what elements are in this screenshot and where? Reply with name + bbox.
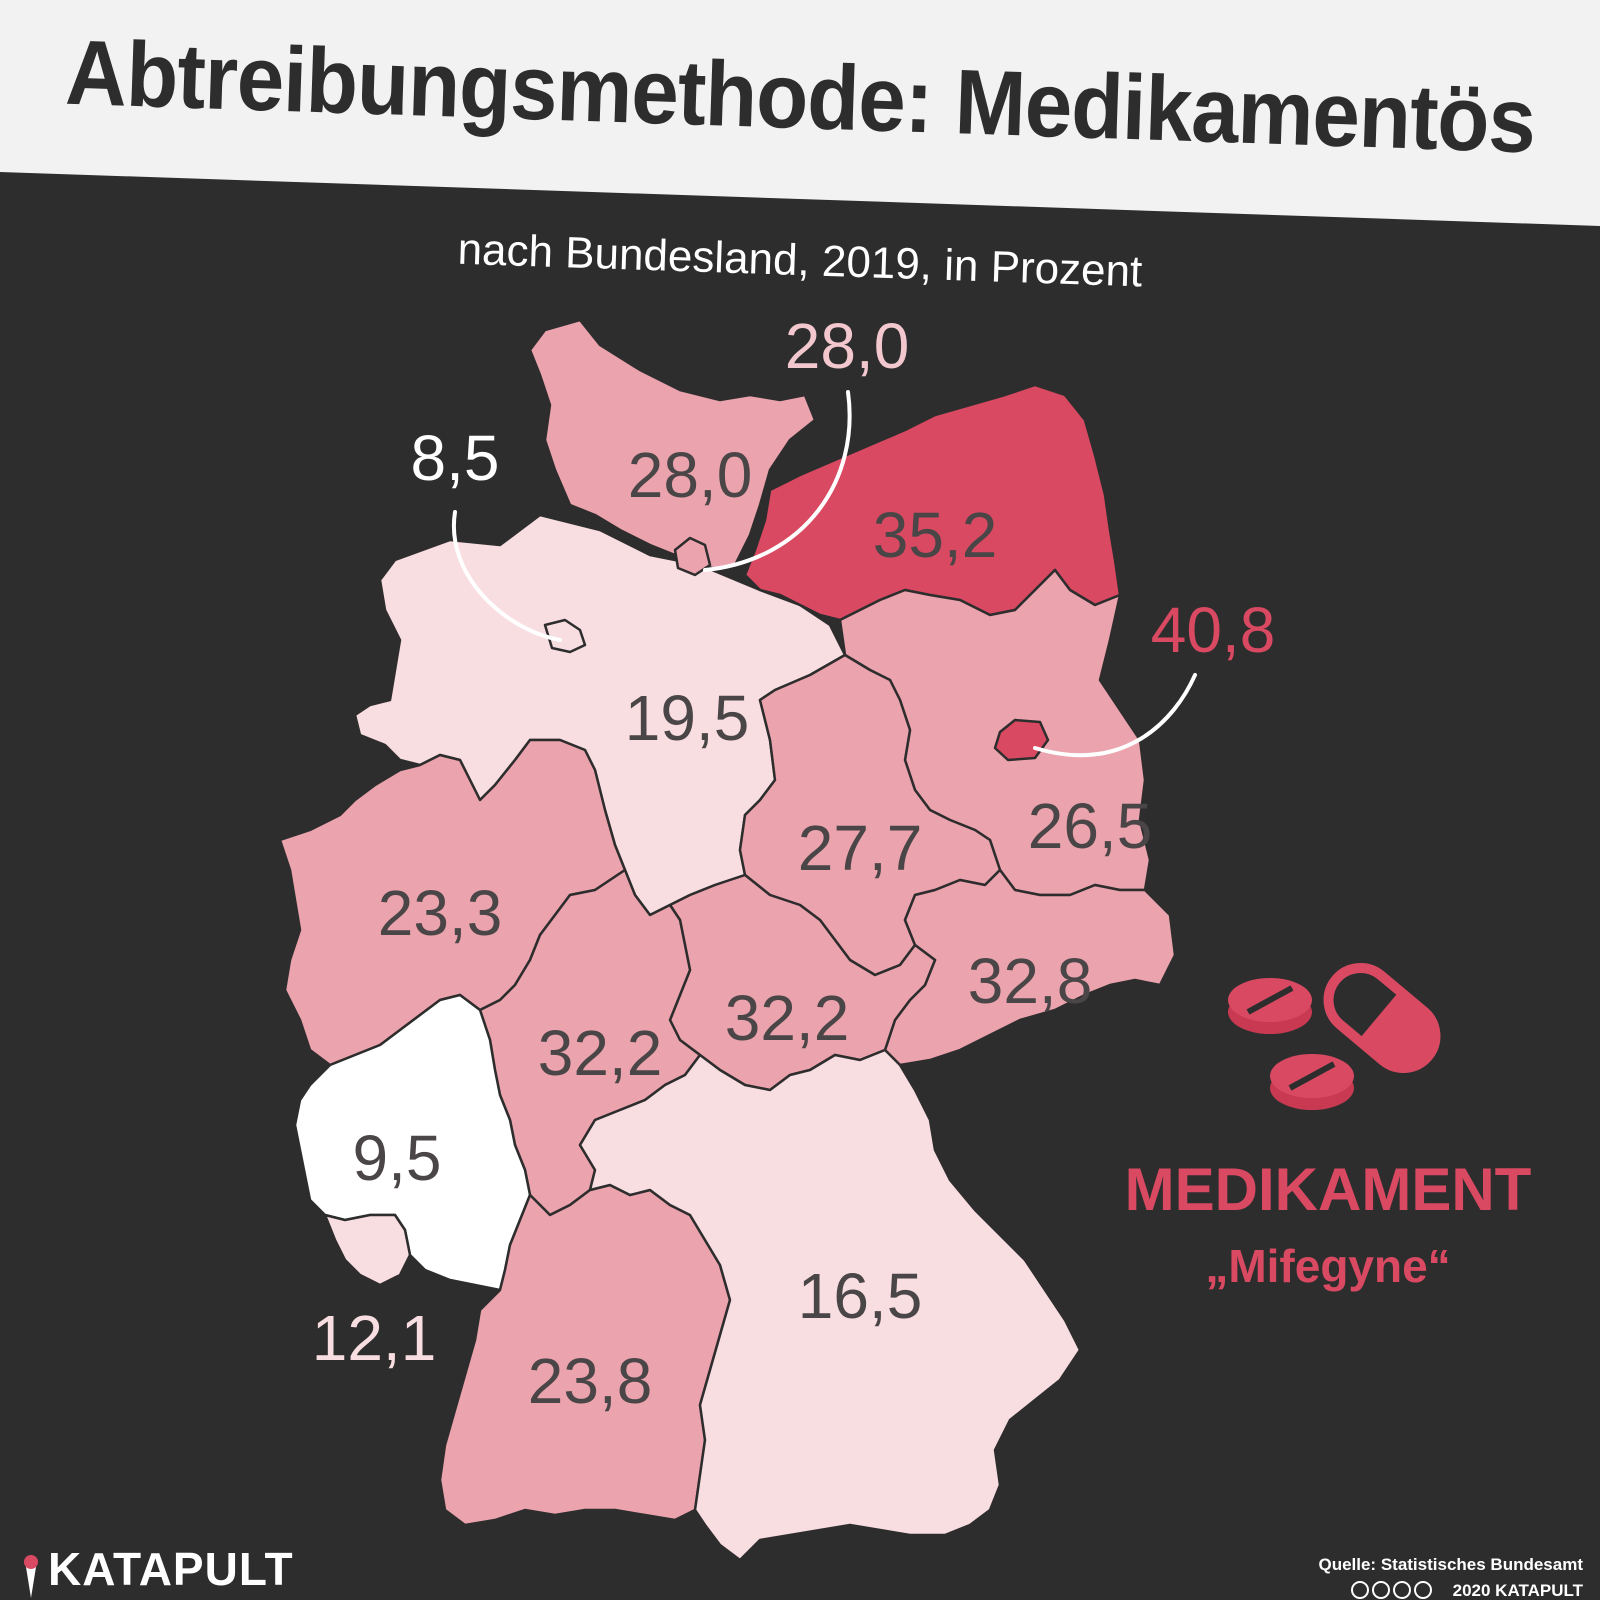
value-nordrhein-westfalen: 23,3 xyxy=(378,877,503,949)
page-subtitle: nach Bundesland, 2019, in Prozent xyxy=(457,225,1143,297)
value-sachsen-anhalt: 27,7 xyxy=(798,812,923,884)
germany-map xyxy=(278,318,1177,1562)
tablet-icon xyxy=(1228,978,1312,1034)
value-mecklenburg-vorpommern: 35,2 xyxy=(873,499,998,571)
license-text: 2020 KATAPULT xyxy=(1453,1581,1584,1600)
value-berlin: 40,8 xyxy=(1151,594,1276,666)
capsule-icon xyxy=(1323,963,1441,1073)
title-banner xyxy=(0,0,1600,226)
value-sachsen: 32,8 xyxy=(968,945,1093,1017)
value-hamburg: 28,0 xyxy=(785,310,910,382)
by-icon xyxy=(1372,1581,1390,1599)
region-bayern xyxy=(578,1048,1082,1562)
region-hamburg xyxy=(673,536,712,577)
value-schleswig-holstein: 28,0 xyxy=(628,439,753,511)
source-text: Quelle: Statistisches Bundesamt xyxy=(1318,1555,1583,1574)
region-bremen xyxy=(543,618,587,654)
value-bayern: 16,5 xyxy=(798,1260,923,1332)
pills-and-capsule-icon xyxy=(1228,963,1441,1110)
cc-icon xyxy=(1351,1581,1369,1599)
katapult-logo: KATAPULT xyxy=(24,1543,294,1598)
nc-icon xyxy=(1393,1581,1411,1599)
region-schleswig-holstein xyxy=(528,318,817,572)
legend-title: MEDIKAMENT xyxy=(1125,1156,1532,1223)
value-hessen: 32,2 xyxy=(538,1017,663,1089)
value-brandenburg: 26,5 xyxy=(1028,790,1153,862)
value-rheinland-pfalz: 9,5 xyxy=(353,1122,442,1194)
region-saarland xyxy=(323,1213,412,1287)
brand-name: KATAPULT xyxy=(48,1543,294,1595)
license-icons xyxy=(1351,1581,1432,1599)
value-thueringen: 32,2 xyxy=(725,982,850,1054)
logo-cone-icon xyxy=(26,1567,36,1598)
value-niedersachsen: 19,5 xyxy=(625,682,750,754)
value-bremen: 8,5 xyxy=(411,422,500,494)
leader-line-bremen xyxy=(451,510,562,642)
leader-line-hamburg xyxy=(703,390,852,572)
value-baden-wuerttemberg: 23,8 xyxy=(528,1345,653,1417)
leader-line-berlin xyxy=(1033,673,1197,758)
value-saarland: 12,1 xyxy=(312,1302,437,1374)
legend-subtitle: „Mifegyne“ xyxy=(1205,1240,1450,1292)
tablet-icon xyxy=(1270,1054,1354,1110)
nd-icon xyxy=(1414,1581,1432,1599)
